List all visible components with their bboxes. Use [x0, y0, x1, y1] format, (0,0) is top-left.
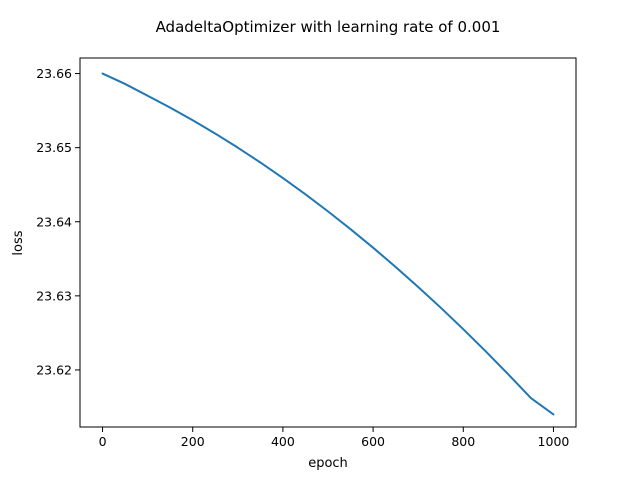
y-tick-label: 23.62: [36, 362, 72, 377]
y-tick-label: 23.66: [36, 66, 72, 81]
x-axis: 0 200 400 600 800 1000: [99, 427, 570, 449]
x-axis-label: epoch: [308, 456, 348, 471]
y-axis: 23.62 23.63 23.64 23.65 23.66: [36, 66, 80, 377]
axes-frame: [79, 57, 577, 428]
x-tick-label: 1000: [538, 434, 570, 449]
x-tick-label: 600: [361, 434, 385, 449]
x-tick-label: 400: [271, 434, 295, 449]
y-axis-label: loss: [11, 230, 26, 255]
y-tick-label: 23.63: [36, 288, 72, 303]
y-tick-label: 23.65: [36, 140, 72, 155]
x-tick-label: 800: [451, 434, 475, 449]
y-tick-label: 23.64: [36, 214, 72, 229]
series-line-0: [101, 72, 555, 416]
x-tick-label: 0: [99, 434, 107, 449]
x-tick-label: 200: [181, 434, 205, 449]
chart-title: AdadeltaOptimizer with learning rate of …: [156, 18, 501, 36]
plot-area: [101, 72, 555, 416]
